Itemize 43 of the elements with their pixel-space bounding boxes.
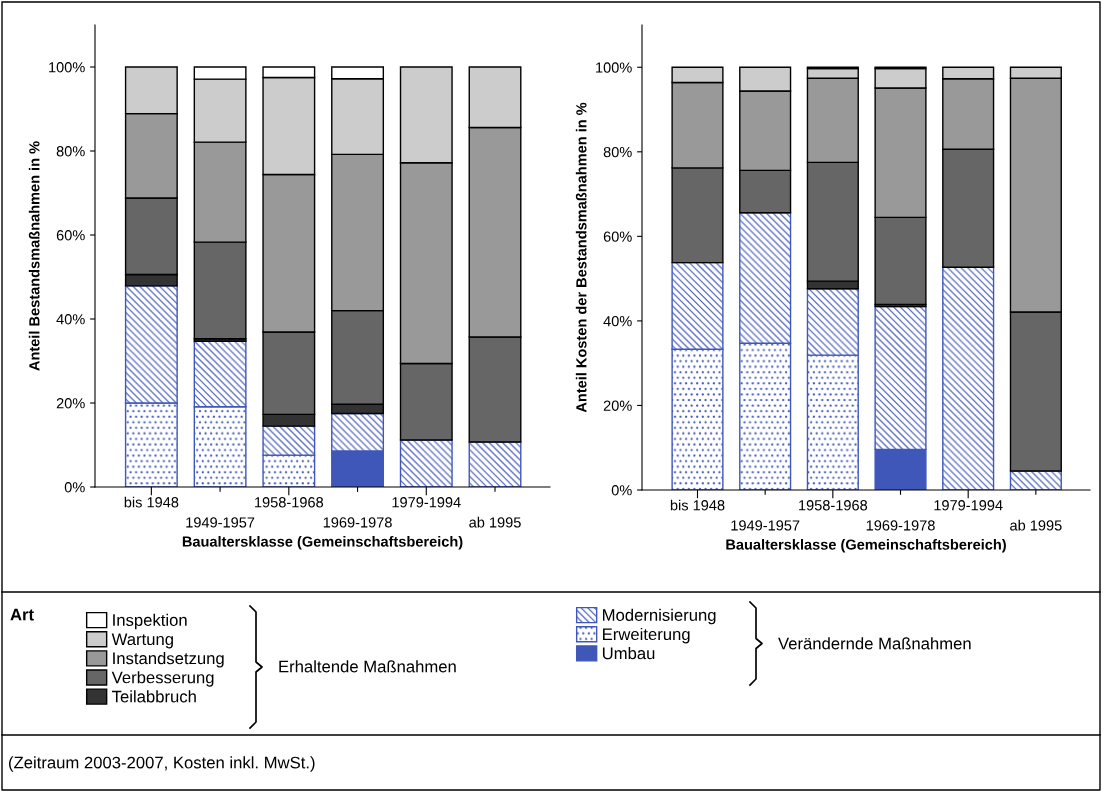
y-tick-label: 60% [603, 231, 632, 242]
y-tick-label: 100% [596, 62, 632, 73]
bar [468, 441, 522, 487]
y-axis-title: Anteil Kosten der Bestandsmaßnahmen in % [575, 102, 587, 413]
x-tick-label: bis 1948 [124, 496, 179, 508]
y-tick-label: 80% [56, 146, 85, 157]
x-tick-label: 1958-1968 [255, 497, 324, 508]
y-tick-label: 0% [611, 485, 632, 496]
text: (Zeitraum 2003-2007, Kosten inkl. MwSt.) [9, 756, 315, 772]
x-axis-title: Baualtersklasse (Gemeinschaftsbereich) [726, 539, 1006, 553]
text: Erhaltende Maßnahmen [279, 660, 456, 673]
legend-label: Instandsetzung [113, 652, 224, 668]
y-tick-label: 40% [56, 314, 85, 325]
legend-label: Verbesserung [111, 671, 214, 687]
y-tick-label: 80% [603, 146, 632, 158]
x-tick-label: 1979-1994 [934, 500, 1003, 511]
legend-label: Wartung [111, 633, 173, 649]
y-tick-label: 20% [603, 400, 632, 411]
y-tick-label: 0% [64, 482, 85, 493]
legend-label: Modernisierung [603, 608, 716, 625]
legend-label: Umbau [602, 647, 655, 660]
x-tick-label: ab 1995 [1010, 519, 1062, 531]
x-tick-label: 1979-1994 [392, 497, 461, 508]
legend-title: Art [10, 608, 34, 621]
x-tick-label: 1969-1978 [323, 517, 392, 528]
bar [942, 266, 995, 490]
text: Verändernde Maßnahmen [778, 637, 971, 650]
bar [399, 439, 453, 487]
y-tick-label: 40% [603, 316, 632, 327]
x-tick-label: 1969-1978 [866, 520, 935, 531]
x-tick-label: 1949-1957 [731, 520, 800, 531]
x-tick-label: ab 1995 [469, 516, 521, 528]
legend-label: Erweiterung [603, 627, 690, 644]
y-tick-label: 20% [56, 398, 85, 409]
y-axis-title: Anteil Bestandsmaßnahmen in % [28, 141, 40, 371]
x-axis-title: Baualtersklasse (Gemeinschaftsbereich) [182, 536, 463, 550]
x-tick-label: 1958-1968 [799, 500, 868, 511]
y-tick-label: 60% [56, 230, 85, 241]
y-tick-label: 100% [49, 62, 85, 73]
x-tick-label: bis 1948 [670, 499, 725, 511]
x-tick-label: 1949-1957 [186, 517, 255, 528]
legend-label: Inspektion [113, 613, 187, 630]
legend-label: Teilabbruch [112, 690, 196, 703]
